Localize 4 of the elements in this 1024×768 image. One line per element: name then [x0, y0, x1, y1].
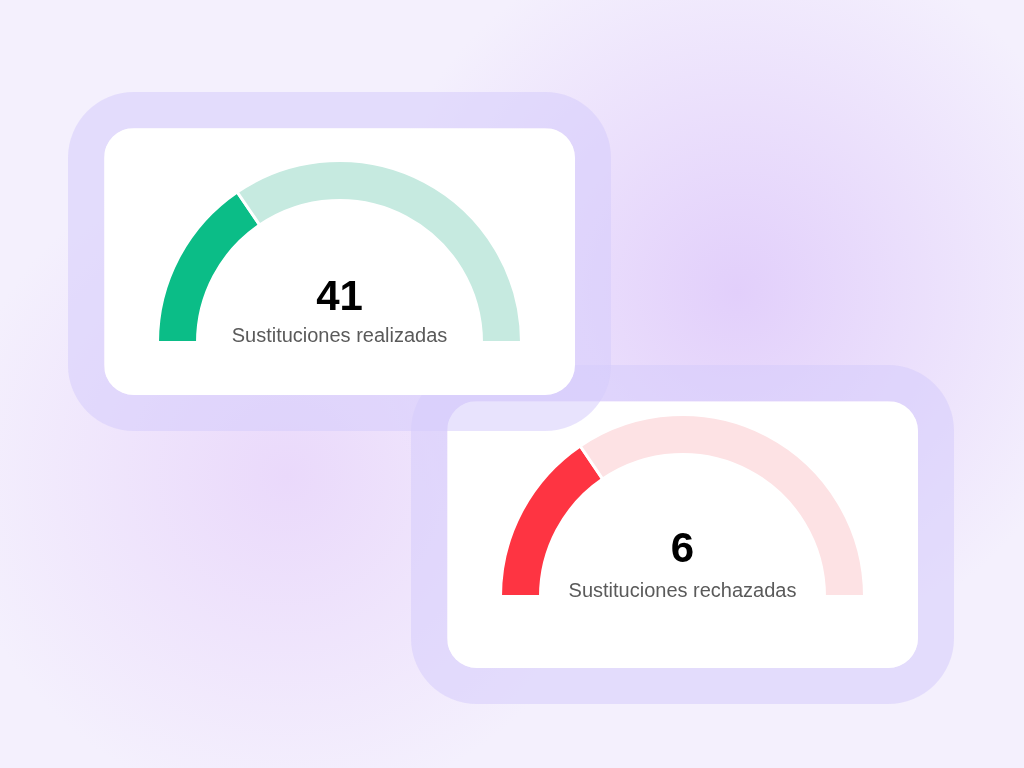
text: 6	[670, 524, 695, 571]
text: Sustituciones realizadas	[231, 323, 448, 346]
text: Sustituciones rechazadas	[568, 578, 797, 601]
text: 41	[316, 272, 363, 319]
